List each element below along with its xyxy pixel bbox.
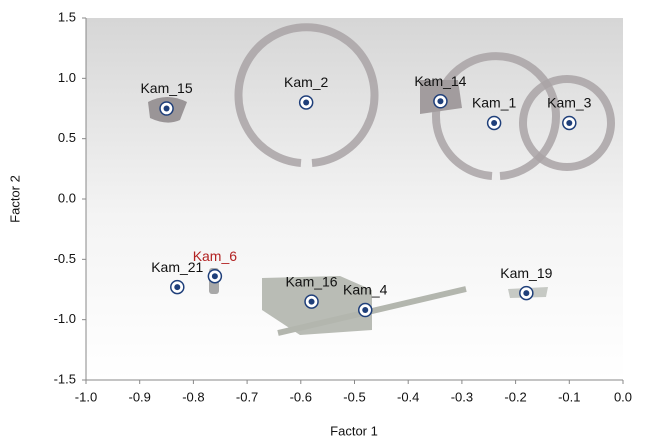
- y-axis-title: Factor 2: [7, 175, 22, 223]
- x-tick-label: -0.8: [182, 389, 204, 404]
- point-label: Kam_19: [500, 265, 552, 281]
- point-label: Kam_6: [193, 248, 238, 264]
- x-tick-label: -0.6: [290, 389, 312, 404]
- point-label: Kam_14: [414, 73, 466, 89]
- point: [491, 119, 498, 126]
- point-label: Kam_3: [547, 95, 592, 111]
- point-label: Kam_2: [284, 74, 329, 90]
- point: [163, 105, 170, 112]
- x-tick-label: -1.0: [75, 389, 97, 404]
- x-tick-label: -0.7: [236, 389, 258, 404]
- point: [362, 307, 369, 314]
- y-tick-label: 0.5: [58, 130, 76, 145]
- y-tick-label: -1.0: [54, 311, 76, 326]
- x-tick-label: -0.4: [397, 389, 419, 404]
- y-tick-label: -0.5: [54, 251, 76, 266]
- point: [523, 290, 530, 297]
- x-tick-label: 0.0: [614, 389, 632, 404]
- x-axis-title: Factor 1: [330, 423, 378, 438]
- ring-artifact: [234, 23, 379, 167]
- point: [174, 284, 181, 291]
- y-tick-label: -1.5: [54, 371, 76, 386]
- y-tick-label: 0.0: [58, 190, 76, 205]
- point-label: Kam_21: [151, 259, 203, 275]
- ring-artifact: [519, 75, 615, 171]
- ring-artifact: [432, 52, 560, 180]
- x-tick-label: -0.5: [343, 389, 365, 404]
- y-tick-label: 1.0: [58, 70, 76, 85]
- point-label: Kam_1: [472, 95, 517, 111]
- point: [437, 98, 444, 105]
- point: [566, 119, 573, 126]
- x-tick-label: -0.3: [451, 389, 473, 404]
- point: [308, 298, 315, 305]
- point-label: Kam_16: [285, 273, 337, 289]
- x-tick-label: -0.1: [558, 389, 580, 404]
- point-label: Kam_4: [343, 282, 388, 298]
- x-tick-label: -0.2: [504, 389, 526, 404]
- x-tick-label: -0.9: [128, 389, 150, 404]
- point: [211, 273, 218, 280]
- point: [303, 99, 310, 106]
- y-tick-label: 1.5: [58, 9, 76, 24]
- point-label: Kam_15: [140, 80, 192, 96]
